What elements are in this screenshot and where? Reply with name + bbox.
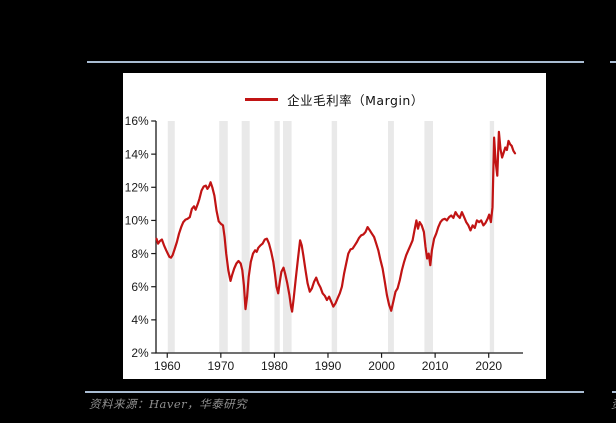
x-axis-tick-label: 1960 bbox=[154, 359, 181, 373]
recession-band bbox=[167, 121, 175, 353]
margin-series-line bbox=[155, 130, 517, 313]
recession-band bbox=[283, 121, 292, 353]
recession-band bbox=[424, 121, 433, 353]
source-note-right-column-fragment: 资 bbox=[611, 396, 616, 412]
recession-band bbox=[331, 121, 338, 353]
y-axis-tick-label: 12% bbox=[125, 180, 149, 194]
chart-legend: 企业毛利率（Margin） bbox=[123, 90, 546, 109]
x-axis-tick-label: 2020 bbox=[475, 359, 502, 373]
axis-lines bbox=[155, 121, 523, 354]
top-divider-rule-right-sliver bbox=[610, 61, 616, 63]
y-axis-tick-label: 16% bbox=[125, 114, 149, 128]
x-axis-tick-label: 1990 bbox=[315, 359, 342, 373]
y-axis-tick-label: 8% bbox=[131, 247, 149, 261]
y-axis-tick-label: 10% bbox=[125, 214, 149, 228]
bottom-divider-rule bbox=[85, 391, 584, 393]
y-axis-tick-label: 2% bbox=[131, 346, 149, 360]
source-note: 资料来源：Haver，华泰研究 bbox=[89, 397, 248, 411]
y-axis-tick-label: 14% bbox=[125, 147, 149, 161]
chart-panel: 企业毛利率（Margin） 2% 4% 6% 8% 10% 12% 14% 16% 1960 19… bbox=[123, 73, 546, 379]
recession-band bbox=[241, 121, 250, 353]
recession-band bbox=[274, 121, 280, 353]
x-axis-tick-label: 2010 bbox=[422, 359, 449, 373]
margin-line-chart: 2% 4% 6% 8% 10% 12% 14% 16% 1960 1970 1980 1990 2000… bbox=[125, 114, 523, 373]
top-divider-rule bbox=[87, 61, 584, 63]
x-axis-tick-label: 1970 bbox=[207, 359, 234, 373]
legend-line-swatch bbox=[245, 98, 279, 101]
y-axis-tick-label: 6% bbox=[131, 280, 149, 294]
bottom-divider-rule-right-sliver bbox=[612, 391, 616, 393]
legend-label: 企业毛利率（Margin） bbox=[287, 93, 424, 108]
recession-band bbox=[489, 121, 495, 353]
x-axis-tick-label: 1980 bbox=[261, 359, 288, 373]
y-axis-tick-label: 4% bbox=[131, 313, 149, 327]
recession-band bbox=[388, 121, 394, 353]
x-axis-tick-label: 2000 bbox=[368, 359, 395, 373]
